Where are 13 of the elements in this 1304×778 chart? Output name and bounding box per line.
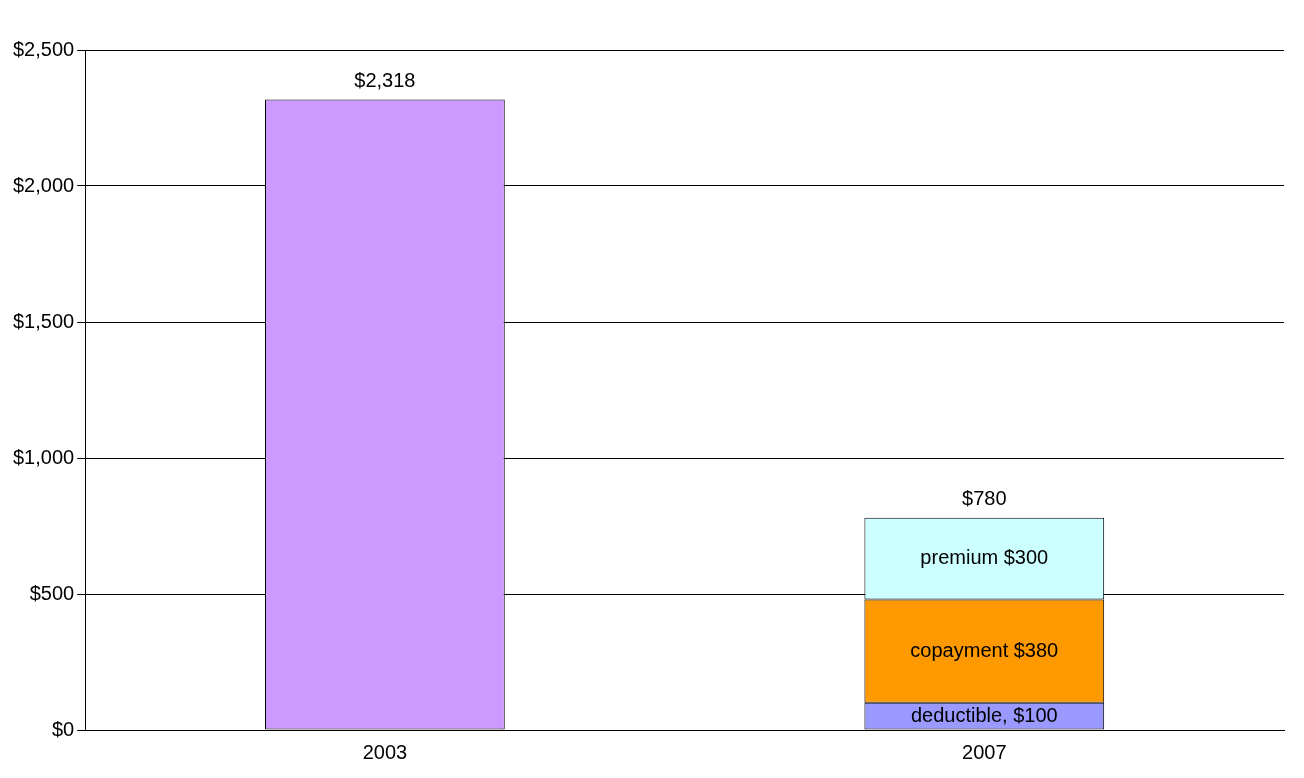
total-label: $2,318 xyxy=(354,69,416,92)
y-tick-label: $0 xyxy=(51,717,75,740)
y-tick-label: $1,000 xyxy=(13,445,75,468)
data-label: deductible, $100 xyxy=(910,703,1058,726)
y-tick-label: $2,500 xyxy=(13,37,75,60)
y-tick-label: $1,500 xyxy=(13,309,75,332)
data-label: copayment $380 xyxy=(910,638,1059,661)
y-tick-label: $500 xyxy=(29,581,75,604)
data-label: premium $300 xyxy=(920,546,1049,569)
x-tick-label: 2003 xyxy=(362,740,408,763)
total-label: $780 xyxy=(962,487,1007,510)
y-tick-label: $2,000 xyxy=(13,173,75,196)
x-tick-label: 2007 xyxy=(962,740,1007,763)
